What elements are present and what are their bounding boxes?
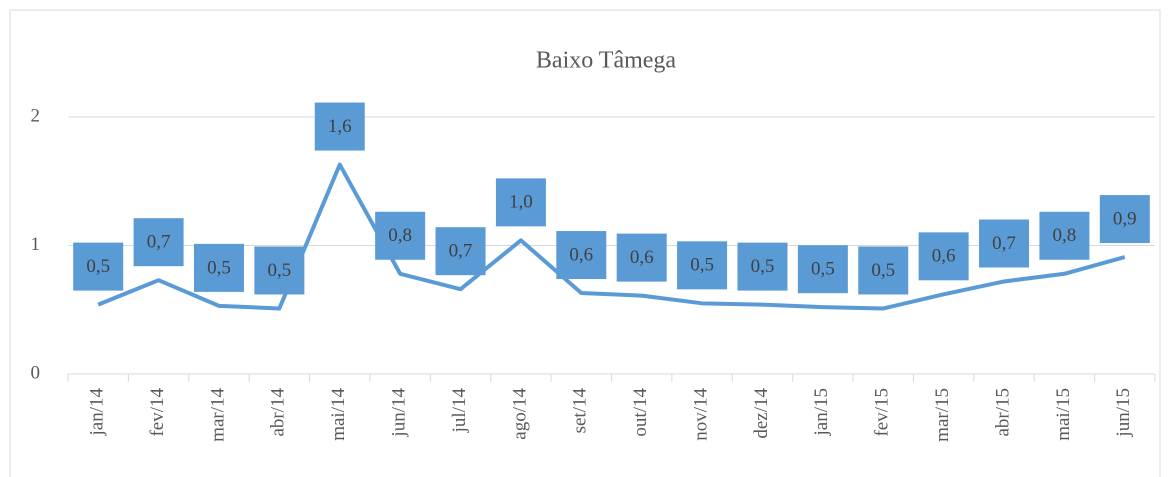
data-label: 0,9 [1113,208,1137,229]
x-tick-label: jan/15 [811,388,832,437]
x-tick-label: fev/15 [872,388,893,437]
data-label-box [797,245,848,294]
data-label: 0,7 [147,232,171,253]
data-label: 0,6 [932,246,956,267]
data-label-box [556,231,607,280]
data-label-box [1039,211,1090,260]
data-label-box [737,242,788,291]
data-label: 0,7 [449,241,473,262]
data-label-box [435,227,486,276]
x-tick-label: out/14 [630,388,651,437]
x-tick-label: mar/14 [207,388,228,442]
x-tick-label: fev/14 [147,388,168,437]
x-tick-label: jun/14 [388,388,409,438]
x-tick-label: jul/14 [449,388,470,434]
data-label: 0,7 [992,233,1016,254]
data-label: 0,5 [811,259,835,280]
chart-title: Baixo Tâmega [536,48,677,74]
data-label: 0,5 [690,255,714,276]
y-tick-label: 2 [31,105,41,126]
data-label-box [918,232,969,281]
y-tick-label: 1 [31,234,41,255]
x-tick-label: nov/14 [690,388,711,441]
data-label: 0,6 [569,244,593,265]
data-label: 1,6 [328,116,352,137]
data-label: 0,6 [630,247,654,268]
x-tick-label: mai/15 [1053,388,1074,441]
data-label: 0,5 [871,260,895,281]
data-label-box [133,218,184,267]
data-label: 1,0 [509,192,533,213]
data-label-box [616,233,667,282]
x-tick-label: dez/14 [751,388,772,439]
data-label-box [254,246,305,295]
data-label: 0,8 [1053,225,1077,246]
data-label-box [314,102,365,151]
x-tick-label: mar/15 [932,388,953,442]
data-label-box [1099,195,1150,244]
x-tick-label: set/14 [570,388,591,434]
data-label-box [858,246,909,295]
x-tick-label: jan/14 [87,388,108,437]
data-label-box [495,178,546,227]
series-line [97,162,1126,311]
x-tick-label: ago/14 [509,388,530,440]
data-label: 0,5 [751,256,775,277]
data-label: 0,5 [267,260,291,281]
x-tick-label: mai/14 [328,388,349,441]
x-tick-label: abr/14 [268,388,289,437]
data-label-box [73,242,124,291]
y-tick-label: 0 [31,362,41,383]
x-tick-label: jun/15 [1113,388,1134,438]
data-label-box [193,243,244,292]
data-label: 0,5 [86,256,110,277]
data-label-box [979,219,1030,268]
x-tick-label: abr/15 [992,388,1013,437]
data-label-box [375,211,426,260]
data-label-box [677,241,728,290]
data-label: 0,5 [207,257,231,278]
data-label: 0,8 [388,225,412,246]
